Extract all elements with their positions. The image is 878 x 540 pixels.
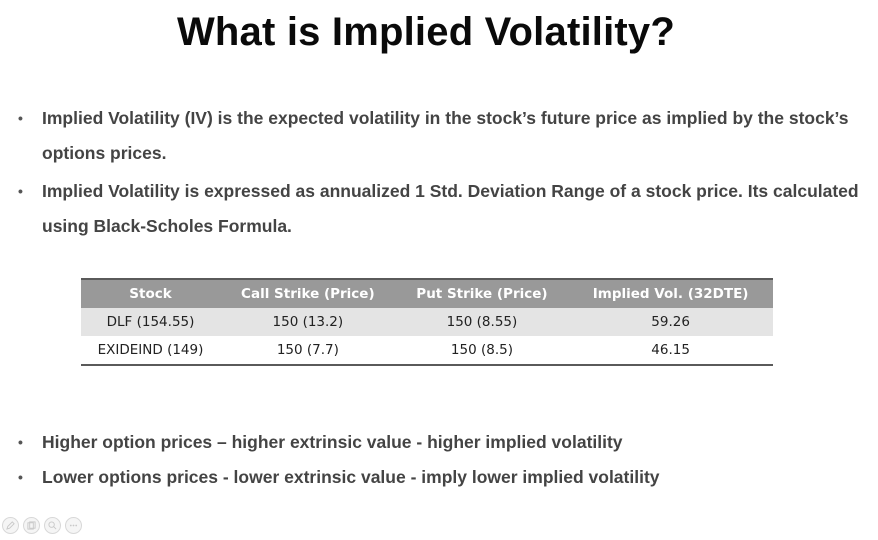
pages-icon[interactable]: [23, 517, 40, 534]
bullet-item: • Higher option prices – higher extrinsi…: [18, 427, 863, 457]
cell-call-strike: 150 (7.7): [220, 336, 396, 366]
more-icon[interactable]: [65, 517, 82, 534]
slide-title: What is Implied Volatility?: [176, 10, 676, 54]
volatility-table: Stock Call Strike (Price) Put Strike (Pr…: [81, 278, 773, 366]
table-header-row: Stock Call Strike (Price) Put Strike (Pr…: [81, 278, 773, 308]
bullet-list-bottom: • Higher option prices – higher extrinsi…: [18, 427, 863, 497]
zoom-icon[interactable]: [44, 517, 61, 534]
header-stock: Stock: [81, 278, 221, 308]
bullet-marker: •: [18, 469, 23, 485]
bullet-text: Higher option prices – higher extrinsic …: [42, 432, 623, 452]
cell-put-strike: 150 (8.5): [395, 336, 569, 366]
bullet-marker: •: [18, 110, 23, 126]
table-row: EXIDEIND (149) 150 (7.7) 150 (8.5) 46.15: [81, 336, 773, 366]
header-call-strike: Call Strike (Price): [220, 278, 396, 308]
cell-stock: DLF (154.55): [106, 314, 195, 330]
pen-icon[interactable]: [2, 517, 19, 534]
bullet-item: • Lower options prices - lower extrinsic…: [18, 462, 863, 492]
header-put-strike: Put Strike (Price): [395, 278, 569, 308]
bullet-text: Implied Volatility is expressed as annua…: [42, 181, 859, 236]
cell-put-strike: 150 (8.55): [446, 314, 518, 330]
bullet-marker: •: [18, 183, 23, 199]
bullet-item: • Implied Volatility (IV) is the expecte…: [18, 101, 863, 171]
bullet-marker: •: [18, 434, 23, 450]
cell-stock: EXIDEIND (149): [81, 336, 221, 366]
cell-implied-vol: 59.26: [651, 314, 690, 330]
cell-implied-vol: 46.15: [568, 336, 773, 366]
header-implied-vol: Implied Vol. (32DTE): [568, 278, 773, 308]
slide-toolbar: [2, 517, 82, 534]
cell-call-strike: 150 (13.2): [272, 314, 344, 330]
bullet-item: • Implied Volatility is expressed as ann…: [18, 174, 863, 244]
bullet-text: Lower options prices - lower extrinsic v…: [42, 467, 660, 487]
table-row: DLF (154.55) 150 (13.2) 150 (8.55) 59.26: [81, 308, 773, 336]
bullet-text: Implied Volatility (IV) is the expected …: [42, 108, 849, 163]
bullet-list-top: • Implied Volatility (IV) is the expecte…: [18, 101, 863, 247]
